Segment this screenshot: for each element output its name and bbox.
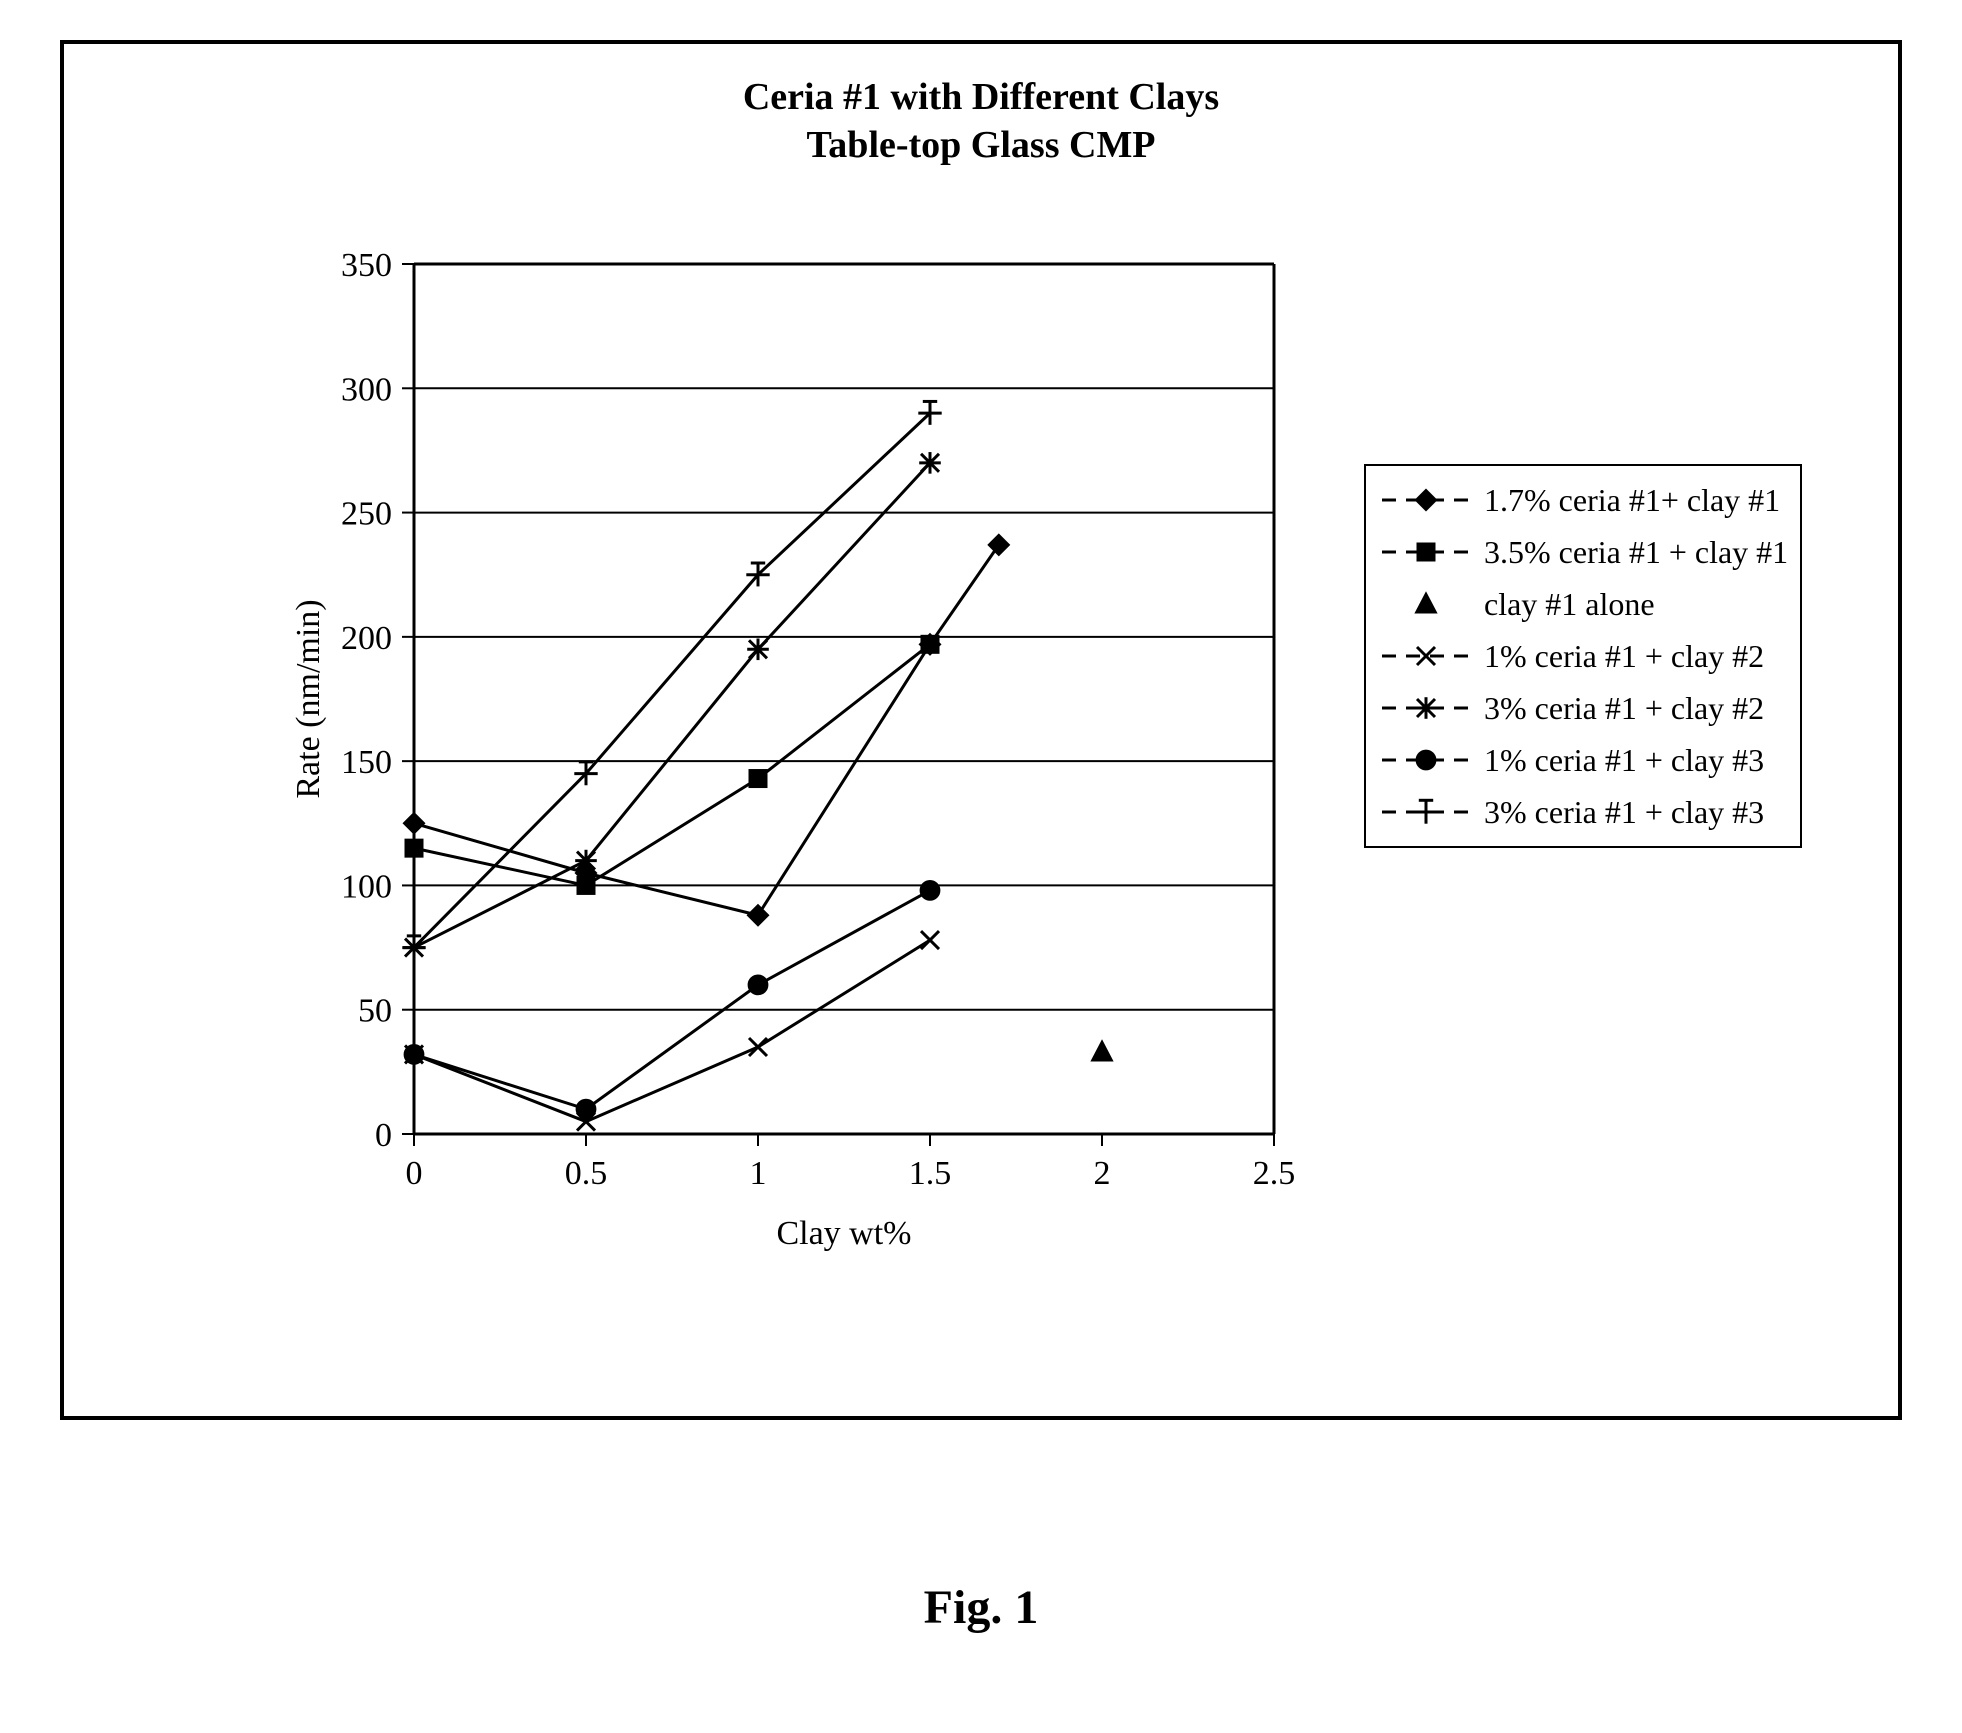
- svg-text:350: 350: [341, 247, 392, 284]
- page: Ceria #1 with Different Clays Table-top …: [0, 0, 1962, 1733]
- svg-text:300: 300: [341, 371, 392, 408]
- chart-title-block: Ceria #1 with Different Clays Table-top …: [64, 74, 1898, 169]
- chart-frame: Ceria #1 with Different Clays Table-top …: [60, 40, 1902, 1420]
- legend-row: 1% ceria #1 + clay #2: [1378, 630, 1788, 682]
- svg-text:0: 0: [375, 1117, 392, 1154]
- figure-caption: Fig. 1: [0, 1580, 1962, 1635]
- svg-text:0: 0: [406, 1155, 423, 1192]
- chart-legend: 1.7% ceria #1+ clay #1 3.5% ceria #1 + cl…: [1364, 464, 1802, 848]
- legend-marker-icon: [1378, 790, 1474, 834]
- legend-marker-icon: [1378, 478, 1474, 522]
- svg-text:100: 100: [341, 868, 392, 905]
- svg-text:0.5: 0.5: [565, 1155, 608, 1192]
- legend-row: 3% ceria #1 + clay #3: [1378, 786, 1788, 838]
- chart-title-line2: Table-top Glass CMP: [64, 122, 1898, 170]
- legend-label: 3% ceria #1 + clay #2: [1484, 690, 1764, 727]
- svg-text:250: 250: [341, 496, 392, 533]
- svg-text:2: 2: [1094, 1155, 1111, 1192]
- legend-marker-icon: [1378, 530, 1474, 574]
- legend-row: 3.5% ceria #1 + clay #1: [1378, 526, 1788, 578]
- svg-text:Clay wt%: Clay wt%: [776, 1215, 911, 1252]
- legend-marker-icon: [1378, 686, 1474, 730]
- chart-plot: 0 0.5 1 1.5 2 2.5 0 50 100 150 200 250 300 350 Clay wt…: [284, 224, 1304, 1294]
- svg-text:2.5: 2.5: [1253, 1155, 1296, 1192]
- svg-text:Rate (nm/min): Rate (nm/min): [290, 599, 327, 798]
- legend-label: 3.5% ceria #1 + clay #1: [1484, 534, 1788, 571]
- legend-row: 1.7% ceria #1+ clay #1: [1378, 474, 1788, 526]
- svg-text:150: 150: [341, 744, 392, 781]
- legend-label: 1.7% ceria #1+ clay #1: [1484, 482, 1780, 519]
- svg-text:1: 1: [750, 1155, 767, 1192]
- legend-label: clay #1 alone: [1484, 586, 1655, 623]
- legend-row: 1% ceria #1 + clay #3: [1378, 734, 1788, 786]
- svg-text:1.5: 1.5: [909, 1155, 952, 1192]
- legend-label: 1% ceria #1 + clay #3: [1484, 742, 1764, 779]
- svg-text:50: 50: [358, 993, 392, 1030]
- legend-marker-icon: [1378, 634, 1474, 678]
- legend-marker-icon: [1378, 738, 1474, 782]
- legend-row: clay #1 alone: [1378, 578, 1788, 630]
- svg-text:200: 200: [341, 620, 392, 657]
- chart-title-line1: Ceria #1 with Different Clays: [64, 74, 1898, 122]
- legend-row: 3% ceria #1 + clay #2: [1378, 682, 1788, 734]
- legend-label: 1% ceria #1 + clay #2: [1484, 638, 1764, 675]
- legend-marker-icon: [1378, 582, 1474, 626]
- legend-label: 3% ceria #1 + clay #3: [1484, 794, 1764, 831]
